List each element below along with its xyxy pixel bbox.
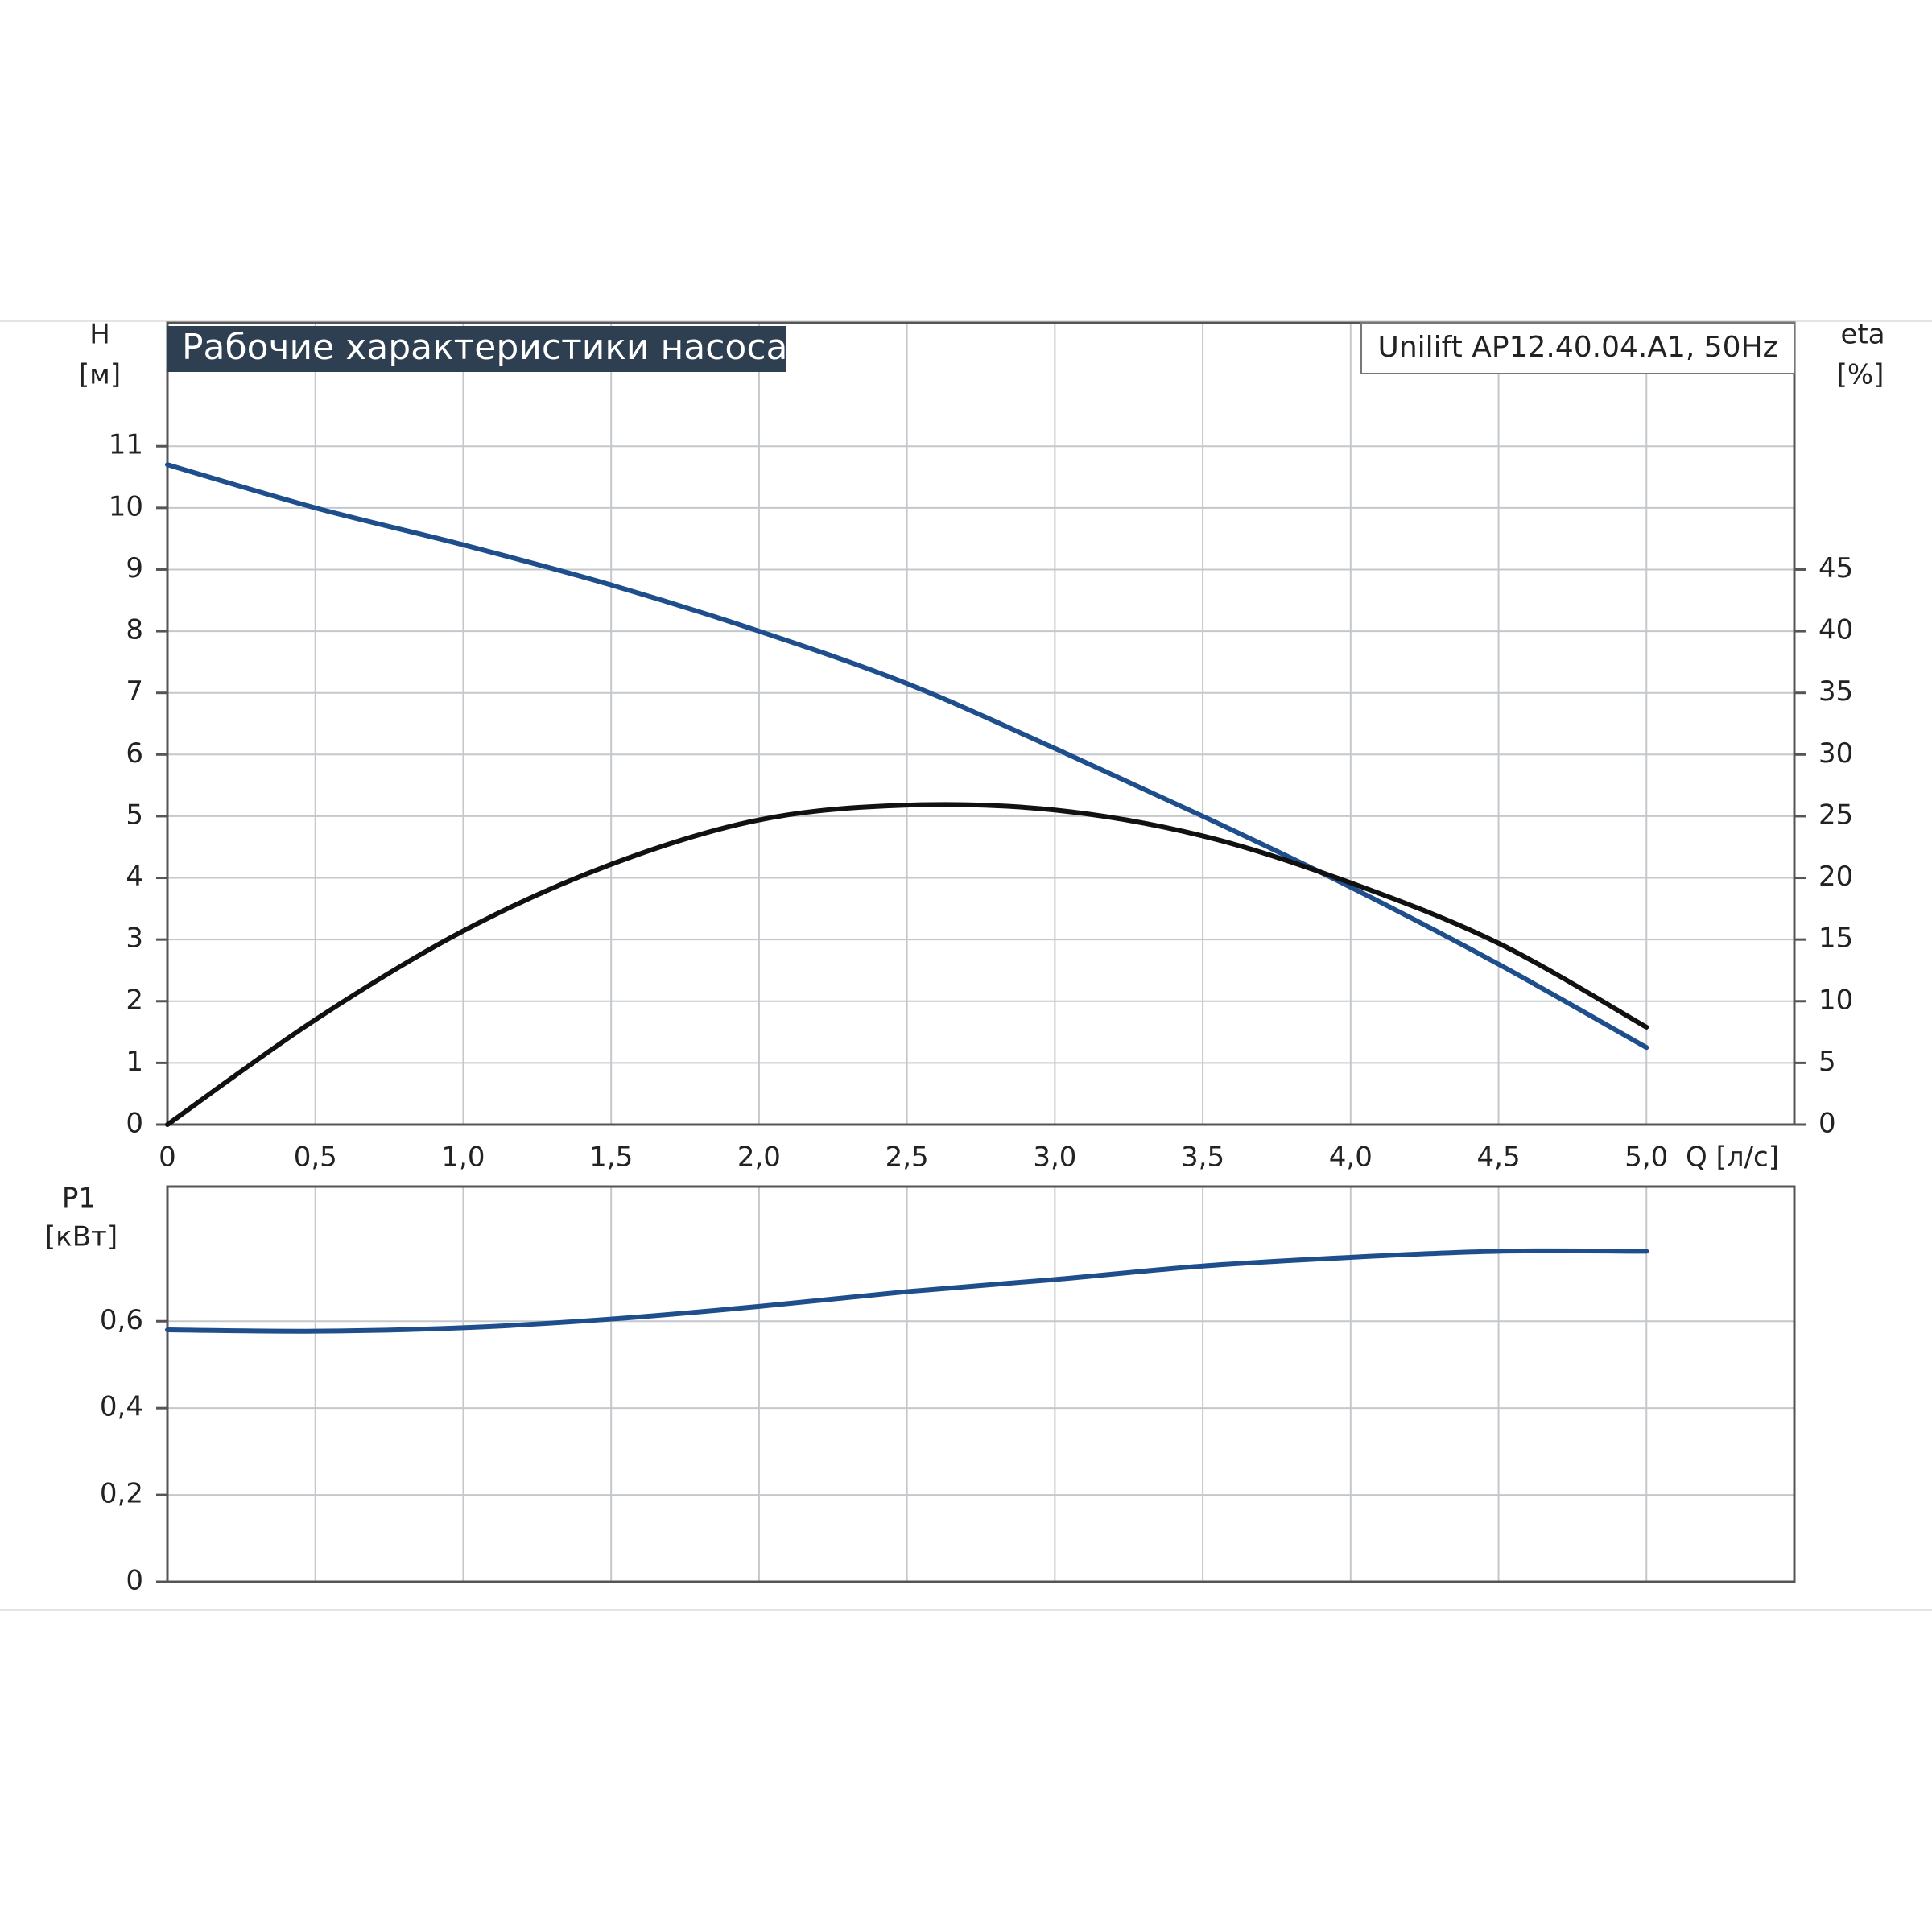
x-axis-label: Q [л/с]: [1686, 1141, 1779, 1174]
y-tick-label: 2: [126, 984, 143, 1016]
y2-tick-label: 0: [1818, 1108, 1836, 1140]
y2-tick-label: 20: [1818, 861, 1853, 893]
y-tick-label: 9: [126, 552, 143, 584]
x-tick-label: 0,5: [294, 1141, 337, 1174]
y-tick-label: 0: [126, 1565, 143, 1597]
y2-tick-label: 10: [1818, 984, 1853, 1016]
y-tick-label: 5: [126, 799, 143, 831]
model-box: [1360, 322, 1795, 374]
y-tick-label: 11: [109, 429, 143, 461]
curve: [165, 462, 1649, 1051]
title-box: [167, 326, 786, 372]
y2-axis-label: eta: [1840, 319, 1885, 351]
x-tick-label: 1,5: [589, 1141, 633, 1174]
curve: [165, 1248, 1649, 1334]
x-tick-label: 1,0: [441, 1141, 485, 1174]
y2-tick-label: 15: [1818, 923, 1853, 955]
chart-title: Рабочие характеристики насоса: [182, 327, 787, 368]
y-tick-label: 4: [126, 861, 143, 893]
x-tick-label: 4,5: [1477, 1141, 1521, 1174]
y-tick-label: 0,4: [100, 1391, 143, 1423]
x-tick-label: 3,5: [1181, 1141, 1224, 1174]
x-tick-label: 2,0: [737, 1141, 781, 1174]
x-tick-label: 5,0: [1624, 1141, 1668, 1174]
y2-tick-label: 45: [1818, 552, 1853, 584]
y2-tick-label: 25: [1818, 799, 1853, 831]
y-axis-label: P1: [62, 1183, 96, 1215]
chart-subtitle: Unilift AP12.40.04.A1, 50Hz: [1377, 331, 1777, 364]
x-tick-label: 3,0: [1033, 1141, 1076, 1174]
y-tick-label: 8: [126, 614, 143, 646]
y-tick-label: 6: [126, 737, 143, 770]
curve: [165, 802, 1649, 1127]
y-tick-label: 0: [126, 1108, 143, 1140]
y2-tick-label: 40: [1818, 614, 1853, 646]
x-tick-label: 2,5: [886, 1141, 929, 1174]
y2-tick-label: 30: [1818, 737, 1853, 770]
y-axis-unit: [м]: [79, 359, 121, 391]
y2-tick-label: 5: [1818, 1046, 1836, 1078]
y2-axis-unit: [%]: [1837, 359, 1885, 391]
y-tick-label: 10: [109, 490, 143, 522]
x-tick-label: 4,0: [1329, 1141, 1373, 1174]
y-tick-label: 1: [126, 1046, 143, 1078]
y-tick-label: 0,2: [100, 1478, 143, 1510]
y-axis-label: H: [89, 319, 110, 351]
y-tick-label: 7: [126, 675, 143, 708]
y2-tick-label: 35: [1818, 675, 1853, 708]
plot-frame: [166, 321, 1796, 1126]
x-tick-label: 0: [159, 1141, 176, 1174]
y-axis-unit: [кВт]: [45, 1221, 118, 1253]
plot-frame: [166, 1185, 1796, 1583]
y-tick-label: 3: [126, 923, 143, 955]
y-tick-label: 0,6: [100, 1304, 143, 1336]
